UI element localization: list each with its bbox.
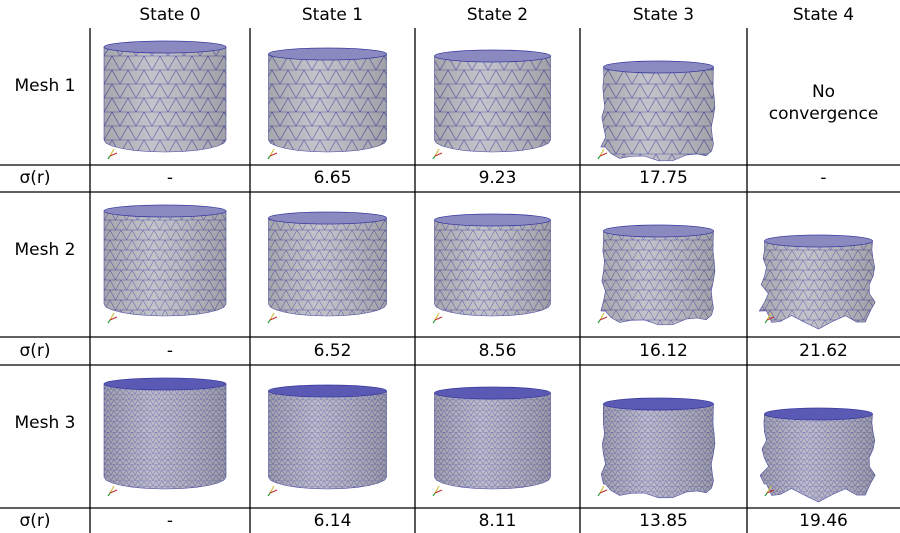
axes-icon (109, 148, 115, 157)
mesh-top (103, 204, 227, 218)
axes-icon (109, 489, 118, 494)
mesh-shading (268, 391, 387, 489)
mesh-top (434, 386, 551, 400)
column-header: State 2 (466, 5, 529, 25)
axes-icon (107, 155, 111, 160)
axes-icon (597, 492, 601, 497)
axes-icon (597, 155, 601, 160)
mesh-top (268, 47, 387, 61)
sigma-value: - (166, 511, 174, 531)
mesh-top (764, 407, 873, 421)
axes-icon (267, 492, 271, 497)
sigma-label: σ(r) (19, 168, 51, 188)
mesh-shading (600, 67, 715, 161)
mesh-shading (759, 241, 876, 329)
axes-icon (109, 152, 118, 157)
axes-icon (599, 485, 605, 494)
sigma-value: 19.46 (799, 511, 848, 531)
mesh-top (603, 397, 714, 411)
axes-icon (434, 148, 440, 157)
sigma-value: 6.65 (313, 168, 352, 188)
mesh-shading (434, 56, 551, 152)
axes-icon (432, 155, 436, 160)
axes-icon (764, 492, 768, 497)
column-header: State 4 (792, 5, 855, 25)
mesh-shading (600, 231, 715, 325)
mesh-top (434, 213, 551, 227)
axes-icon (766, 489, 775, 494)
axes-icon (434, 152, 443, 157)
axes-icon (434, 489, 443, 494)
axes-icon (766, 312, 772, 321)
axes-icon (269, 312, 275, 321)
sigma-value: 9.23 (478, 168, 517, 188)
axes-icon (269, 489, 278, 494)
column-header: State 3 (632, 5, 695, 25)
mesh-shading (104, 47, 226, 152)
column-header: State 1 (301, 5, 364, 25)
axes-icon (599, 312, 605, 321)
mesh-top (603, 224, 714, 238)
axes-icon (434, 485, 440, 494)
sigma-value: - (820, 168, 827, 188)
axes-icon (432, 319, 436, 324)
axes-icon (432, 492, 436, 497)
axes-icon (597, 319, 601, 324)
mesh-shading (601, 404, 715, 498)
mesh-top (268, 384, 387, 398)
mesh-shading (760, 414, 876, 502)
sigma-value: 6.52 (313, 341, 352, 361)
axes-icon (599, 316, 608, 321)
axes-icon (269, 316, 278, 321)
axes-icon (107, 492, 111, 497)
mesh-top (268, 211, 387, 225)
sigma-value: 8.56 (478, 341, 517, 361)
axes-icon (269, 148, 275, 157)
axes-icon (766, 485, 772, 494)
sigma-value: 16.12 (639, 341, 688, 361)
row-label: Mesh 3 (14, 413, 76, 433)
mesh-shading (104, 384, 226, 489)
axes-icon (267, 319, 271, 324)
column-header: State 0 (139, 5, 201, 25)
axes-icon (269, 152, 278, 157)
axes-icon (267, 155, 271, 160)
axes-icon (109, 312, 115, 321)
sigma-value: 17.75 (639, 168, 688, 188)
sigma-value: - (166, 168, 174, 188)
no-convergence-note: No convergence (768, 82, 879, 124)
axes-icon (599, 152, 608, 157)
mesh-top (434, 49, 551, 63)
mesh-shading (434, 393, 551, 489)
axes-icon (434, 312, 440, 321)
sigma-value: - (166, 341, 174, 361)
mesh-top (103, 377, 227, 391)
row-label: Mesh 1 (14, 76, 76, 96)
mesh-top (103, 40, 227, 54)
mesh-shading (268, 54, 387, 152)
sigma-label: σ(r) (19, 511, 51, 531)
axes-icon (109, 485, 115, 494)
axes-icon (764, 319, 768, 324)
axes-icon (599, 148, 605, 157)
mesh-shading (104, 211, 226, 316)
sigma-value: 6.14 (313, 511, 352, 531)
axes-icon (269, 485, 275, 494)
row-label: Mesh 2 (14, 240, 76, 260)
sigma-value: 21.62 (799, 341, 848, 361)
mesh-top (764, 234, 873, 248)
axes-icon (107, 319, 111, 324)
sigma-value: 13.85 (639, 511, 688, 531)
mesh-top (603, 60, 714, 74)
axes-icon (766, 316, 775, 321)
axes-icon (599, 489, 608, 494)
axes-icon (109, 316, 118, 321)
axes-icon (434, 316, 443, 321)
mesh-shading (268, 218, 387, 316)
sigma-value: 8.11 (478, 511, 517, 531)
mesh-shading (434, 220, 551, 316)
sigma-label: σ(r) (19, 341, 51, 361)
